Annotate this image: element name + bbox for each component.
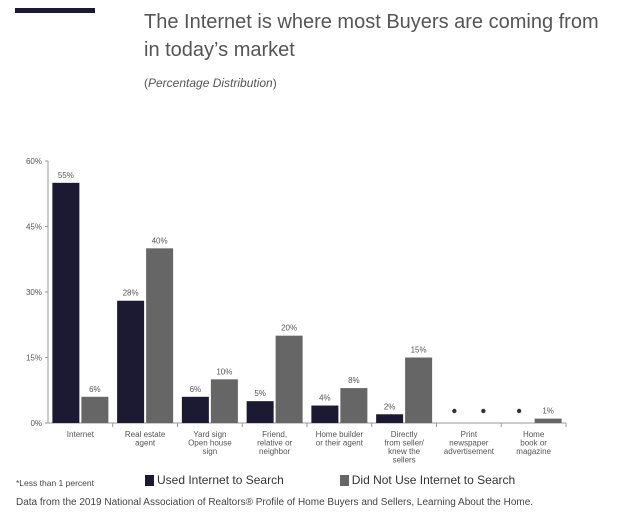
x-tick-label: magazine	[516, 447, 551, 456]
y-tick-label: 0%	[30, 419, 42, 428]
data-label: 5%	[254, 389, 266, 398]
y-tick-label: 60%	[26, 157, 42, 166]
chart-legend: Used Internet to Search Did Not Use Inte…	[145, 473, 571, 487]
legend-item-used: Used Internet to Search	[145, 473, 284, 487]
x-tick-label: Home builder	[316, 430, 364, 439]
x-tick-label: Directly	[391, 430, 418, 439]
x-tick-label: sign	[203, 447, 218, 456]
source-note: Data from the 2019 National Association …	[16, 497, 534, 508]
chart-subtitle: (Percentage Distribution)	[144, 76, 277, 90]
accent-bar	[15, 8, 95, 13]
x-tick-label: sellers	[393, 456, 416, 465]
bar	[405, 357, 433, 423]
bar	[81, 396, 109, 423]
bar-chart: 60% 45% 30% 15% 0% 55% 6% Internet 28% 40% Real es…	[26, 157, 567, 465]
x-tick-label: Open house	[188, 439, 232, 448]
bar	[534, 418, 562, 423]
page-title: The Internet is where most Buyers are co…	[144, 11, 599, 61]
data-label: 20%	[281, 324, 297, 333]
bar	[311, 405, 339, 423]
legend-item-not-used: Did Not Use Internet to Search	[339, 473, 516, 487]
bar	[210, 379, 238, 423]
bar	[376, 414, 404, 423]
data-label: 15%	[411, 346, 427, 355]
data-label: 55%	[58, 171, 74, 180]
data-label: 1%	[542, 407, 554, 416]
legend-label-used: Used Internet to Search	[157, 473, 284, 487]
x-tick-label: knew the	[388, 447, 421, 456]
x-tick-label: advertisement	[444, 447, 495, 456]
data-label: 4%	[319, 394, 331, 403]
bar	[246, 401, 274, 423]
data-label: 28%	[123, 289, 139, 298]
y-tick-label: 45%	[26, 223, 42, 232]
x-tick-label: Friend,	[262, 430, 287, 439]
less-than-one-marker	[516, 408, 522, 414]
x-tick-label: Yard sign	[193, 430, 226, 439]
legend-label-not-used: Did Not Use Internet to Search	[351, 473, 516, 487]
x-tick-label: agent	[135, 439, 156, 448]
bar	[340, 388, 368, 423]
x-tick-label: Real estate	[125, 430, 166, 439]
x-tick-label: or their agent	[316, 439, 364, 448]
x-tick-label: Print	[461, 430, 478, 439]
footnote: *Less than 1 percent	[16, 478, 94, 488]
y-tick-label: 30%	[26, 288, 42, 297]
bar	[181, 396, 209, 423]
bar	[275, 335, 303, 423]
legend-swatch-not-used	[339, 474, 349, 486]
x-tick-label: Home	[523, 430, 545, 439]
x-tick-label: Internet	[67, 430, 95, 439]
data-label: 2%	[384, 402, 396, 411]
x-tick-label: from seller/	[384, 439, 424, 448]
bar	[117, 300, 145, 423]
legend-swatch-used	[145, 474, 154, 486]
bar	[146, 248, 174, 423]
data-label: 10%	[216, 367, 232, 376]
data-label: 40%	[152, 236, 168, 245]
x-tick-label: relative or	[257, 439, 292, 448]
x-tick-label: neighbor	[259, 447, 290, 456]
data-label: 6%	[89, 385, 101, 394]
less-than-one-marker	[452, 408, 457, 414]
x-tick-label: book or	[520, 439, 547, 448]
less-than-one-marker	[481, 408, 486, 414]
data-label: 6%	[190, 385, 202, 394]
y-tick-label: 15%	[26, 354, 42, 363]
data-label: 8%	[348, 376, 360, 385]
bar	[52, 182, 80, 423]
x-tick-label: newspaper	[449, 439, 488, 448]
